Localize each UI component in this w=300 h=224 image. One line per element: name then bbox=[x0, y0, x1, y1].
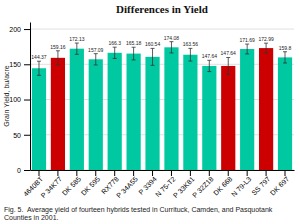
error-bar bbox=[132, 47, 136, 60]
axis-line bbox=[30, 23, 31, 171]
plot: 144.37159.16172.13157.09 166.3 165.18160.5… bbox=[9, 23, 294, 200]
error-bar bbox=[37, 61, 41, 75]
tick-mark bbox=[24, 100, 30, 101]
error-bar bbox=[264, 43, 268, 53]
bar bbox=[202, 66, 216, 170]
grid-line bbox=[30, 29, 294, 30]
data-label: 165.18 bbox=[126, 40, 142, 46]
bar bbox=[32, 68, 46, 170]
bar bbox=[278, 57, 292, 170]
marks bbox=[32, 42, 292, 170]
data-label: 147.64 bbox=[221, 50, 237, 56]
tick-label: 50 bbox=[13, 132, 21, 139]
data-labels: 144.37159.16172.13157.09 166.3 165.18160.5… bbox=[31, 35, 291, 61]
tick: DK 697 bbox=[269, 170, 291, 197]
tick-label: P 34K77 bbox=[39, 175, 63, 199]
data-label: 166.3 bbox=[108, 40, 121, 46]
error-bar bbox=[56, 51, 60, 65]
bar bbox=[259, 48, 273, 170]
tick-label: SS 797 bbox=[250, 175, 271, 196]
error-bar bbox=[283, 52, 287, 63]
error-bar bbox=[226, 57, 230, 74]
grid-line bbox=[30, 134, 294, 135]
error-bar bbox=[75, 43, 79, 54]
bar bbox=[127, 54, 141, 170]
tick-label: N 79-L3 bbox=[230, 175, 253, 198]
data-label: 159.8 bbox=[279, 45, 292, 51]
tick: 50 bbox=[13, 132, 30, 139]
data-label: 174.08 bbox=[164, 35, 180, 41]
bar bbox=[89, 59, 103, 170]
tick-label: DK 697 bbox=[269, 175, 291, 197]
caption: Fig. 5. Average yield of fourteen hybrid… bbox=[4, 206, 273, 222]
tick: N 79-L3 bbox=[230, 170, 253, 198]
bar bbox=[164, 47, 178, 170]
tick: 200 bbox=[9, 26, 30, 33]
tick-label: 100 bbox=[9, 96, 21, 103]
data-label: 144.37 bbox=[31, 54, 47, 60]
bar bbox=[108, 53, 122, 170]
tick: P 34A55 bbox=[115, 170, 139, 199]
error-bar bbox=[188, 48, 192, 61]
tick: 0 bbox=[17, 167, 30, 174]
data-label: 147.64 bbox=[202, 53, 218, 59]
bar bbox=[70, 49, 84, 170]
tick-mark bbox=[24, 64, 30, 65]
bar bbox=[183, 55, 197, 170]
tick: DK 595 bbox=[80, 170, 102, 197]
tick-label: 150 bbox=[9, 61, 21, 68]
grid-line bbox=[30, 64, 294, 65]
data-label: 160.54 bbox=[145, 41, 161, 47]
tick-mark bbox=[24, 135, 30, 136]
error-bar bbox=[113, 47, 117, 58]
tick-label: P 34A55 bbox=[115, 175, 139, 199]
tick-label: DK 595 bbox=[80, 175, 102, 197]
data-label: 157.09 bbox=[88, 47, 104, 53]
data-label: 172.13 bbox=[69, 36, 85, 42]
x-axis: 4640BTP 34K77DK 585DK 595RX778P 34A55P 3… bbox=[22, 170, 294, 199]
y-axis-title: Grain Yield, bu/acre bbox=[3, 65, 10, 127]
tick: 100 bbox=[9, 96, 30, 103]
bar bbox=[145, 57, 159, 170]
data-label: 172.99 bbox=[258, 36, 274, 42]
caption-line: Fig. 5. Average yield of fourteen hybrid… bbox=[4, 206, 273, 214]
bar bbox=[221, 66, 235, 170]
error-bar bbox=[169, 42, 173, 53]
error-bar bbox=[151, 48, 155, 65]
tick-mark bbox=[24, 29, 30, 30]
tick-label: DK 585 bbox=[61, 175, 83, 197]
error-bar bbox=[94, 54, 98, 65]
grid bbox=[30, 29, 294, 170]
grid-line bbox=[30, 170, 294, 171]
tick: P 34K77 bbox=[39, 170, 63, 199]
y-axis: 0 50 100 150 200 bbox=[9, 23, 30, 174]
error-bar bbox=[207, 60, 211, 71]
tick-mark bbox=[24, 170, 30, 171]
error-bar bbox=[245, 44, 249, 54]
tick: 150 bbox=[9, 61, 30, 68]
data-label: 163.56 bbox=[183, 41, 199, 47]
tick: DK 585 bbox=[61, 170, 83, 197]
chart: 144.37159.16172.13157.09 166.3 165.18160.5… bbox=[0, 0, 300, 224]
tick-label: 0 bbox=[17, 167, 21, 174]
bar bbox=[240, 49, 254, 170]
data-label: 171.69 bbox=[240, 37, 256, 43]
title: Differences in Yield bbox=[116, 3, 208, 15]
caption-line: Counties in 2001. bbox=[4, 214, 59, 221]
grid-line bbox=[30, 99, 294, 100]
tick: P 32Z18 bbox=[191, 170, 215, 199]
tick-label: 200 bbox=[9, 26, 21, 33]
tick-label: P 32Z18 bbox=[191, 175, 215, 199]
bar bbox=[51, 58, 65, 170]
data-label: 159.16 bbox=[50, 44, 66, 50]
axis-line bbox=[31, 170, 295, 171]
